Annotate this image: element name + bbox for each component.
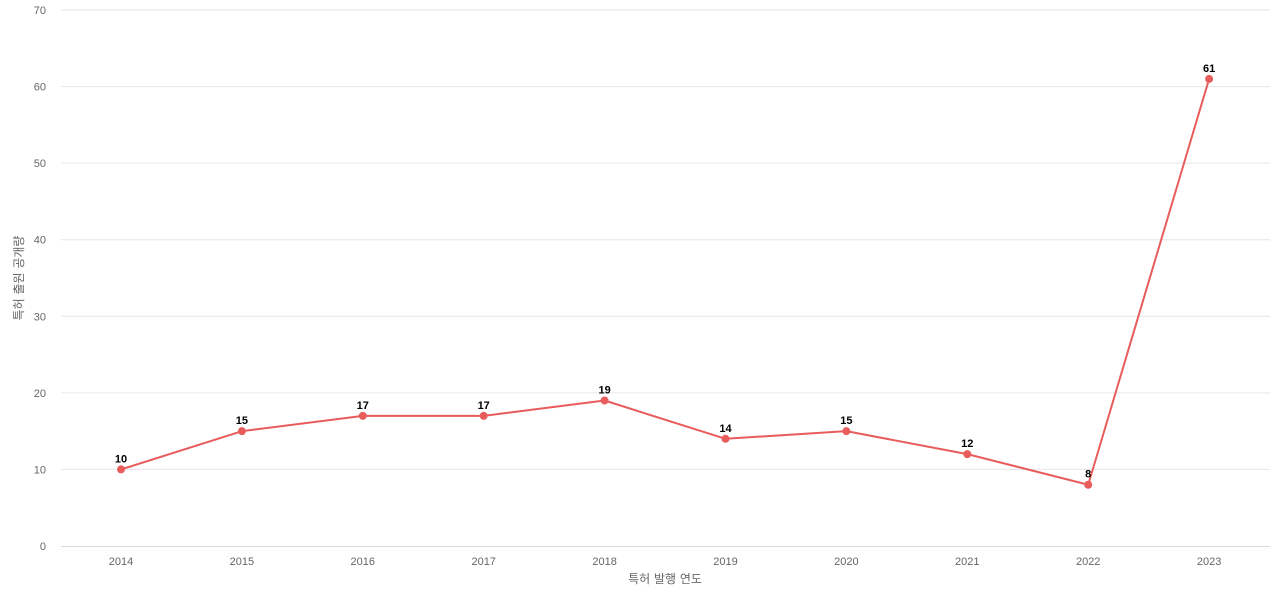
- x-tick-label-2016: 2016: [351, 556, 375, 568]
- data-label-2015: 15: [236, 415, 248, 427]
- x-tick-label-2022: 2022: [1076, 556, 1100, 568]
- y-tick-label-40: 40: [34, 235, 46, 247]
- data-point-2015[interactable]: [237, 427, 246, 436]
- data-label-2023: 61: [1203, 63, 1215, 75]
- x-tick-label-2019: 2019: [713, 556, 737, 568]
- y-tick-label-10: 10: [34, 464, 46, 476]
- data-point-2016[interactable]: [358, 411, 367, 420]
- data-label-2020: 15: [840, 415, 852, 427]
- data-point-2023[interactable]: [1205, 74, 1214, 83]
- series-line-0: [120, 78, 1211, 486]
- x-tick-label-2023: 2023: [1197, 556, 1221, 568]
- y-axis-tick-labels: 0 10 20 30 40 50 60 70: [34, 5, 46, 553]
- data-label-2017: 17: [478, 400, 490, 412]
- data-label-2021: 12: [961, 438, 973, 450]
- data-label-2018: 19: [598, 385, 610, 397]
- data-label-2016: 17: [357, 400, 369, 412]
- x-tick-label-2014: 2014: [109, 556, 133, 568]
- data-labels: 10 15 17 17 19 14 15 12 8 61: [115, 63, 1215, 481]
- y-tick-label-20: 20: [34, 388, 46, 400]
- x-tick-label-2018: 2018: [592, 556, 616, 568]
- y-axis-title: 특허 출원 공개량: [12, 236, 26, 321]
- x-tick-label-2017: 2017: [471, 556, 495, 568]
- x-axis-tick-labels: 2014 2015 2016 2017 2018 2019 2020 2021 2022 2023: [109, 556, 1222, 568]
- data-point-2022[interactable]: [1084, 480, 1093, 489]
- y-tick-label-30: 30: [34, 311, 46, 323]
- x-tick-label-2020: 2020: [834, 556, 858, 568]
- data-point-2018[interactable]: [600, 396, 609, 405]
- y-tick-label-50: 50: [34, 158, 46, 170]
- series-group: [117, 74, 1214, 489]
- y-grid-lines: [61, 9, 1270, 470]
- x-tick-label-2015: 2015: [230, 556, 254, 568]
- data-label-2019: 14: [719, 423, 732, 435]
- data-point-2020[interactable]: [842, 427, 851, 436]
- y-tick-label-70: 70: [34, 5, 46, 17]
- data-point-2021[interactable]: [963, 450, 972, 459]
- data-point-2014[interactable]: [117, 465, 125, 474]
- data-point-2017[interactable]: [479, 411, 488, 420]
- data-point-2019[interactable]: [721, 434, 730, 443]
- x-axis-title: 특허 발행 연도: [628, 571, 702, 586]
- y-tick-label-0: 0: [40, 541, 46, 553]
- y-tick-label-60: 60: [34, 82, 46, 94]
- data-label-2022: 8: [1085, 469, 1091, 481]
- x-tick-label-2021: 2021: [955, 556, 979, 568]
- data-label-2014: 10: [115, 453, 127, 465]
